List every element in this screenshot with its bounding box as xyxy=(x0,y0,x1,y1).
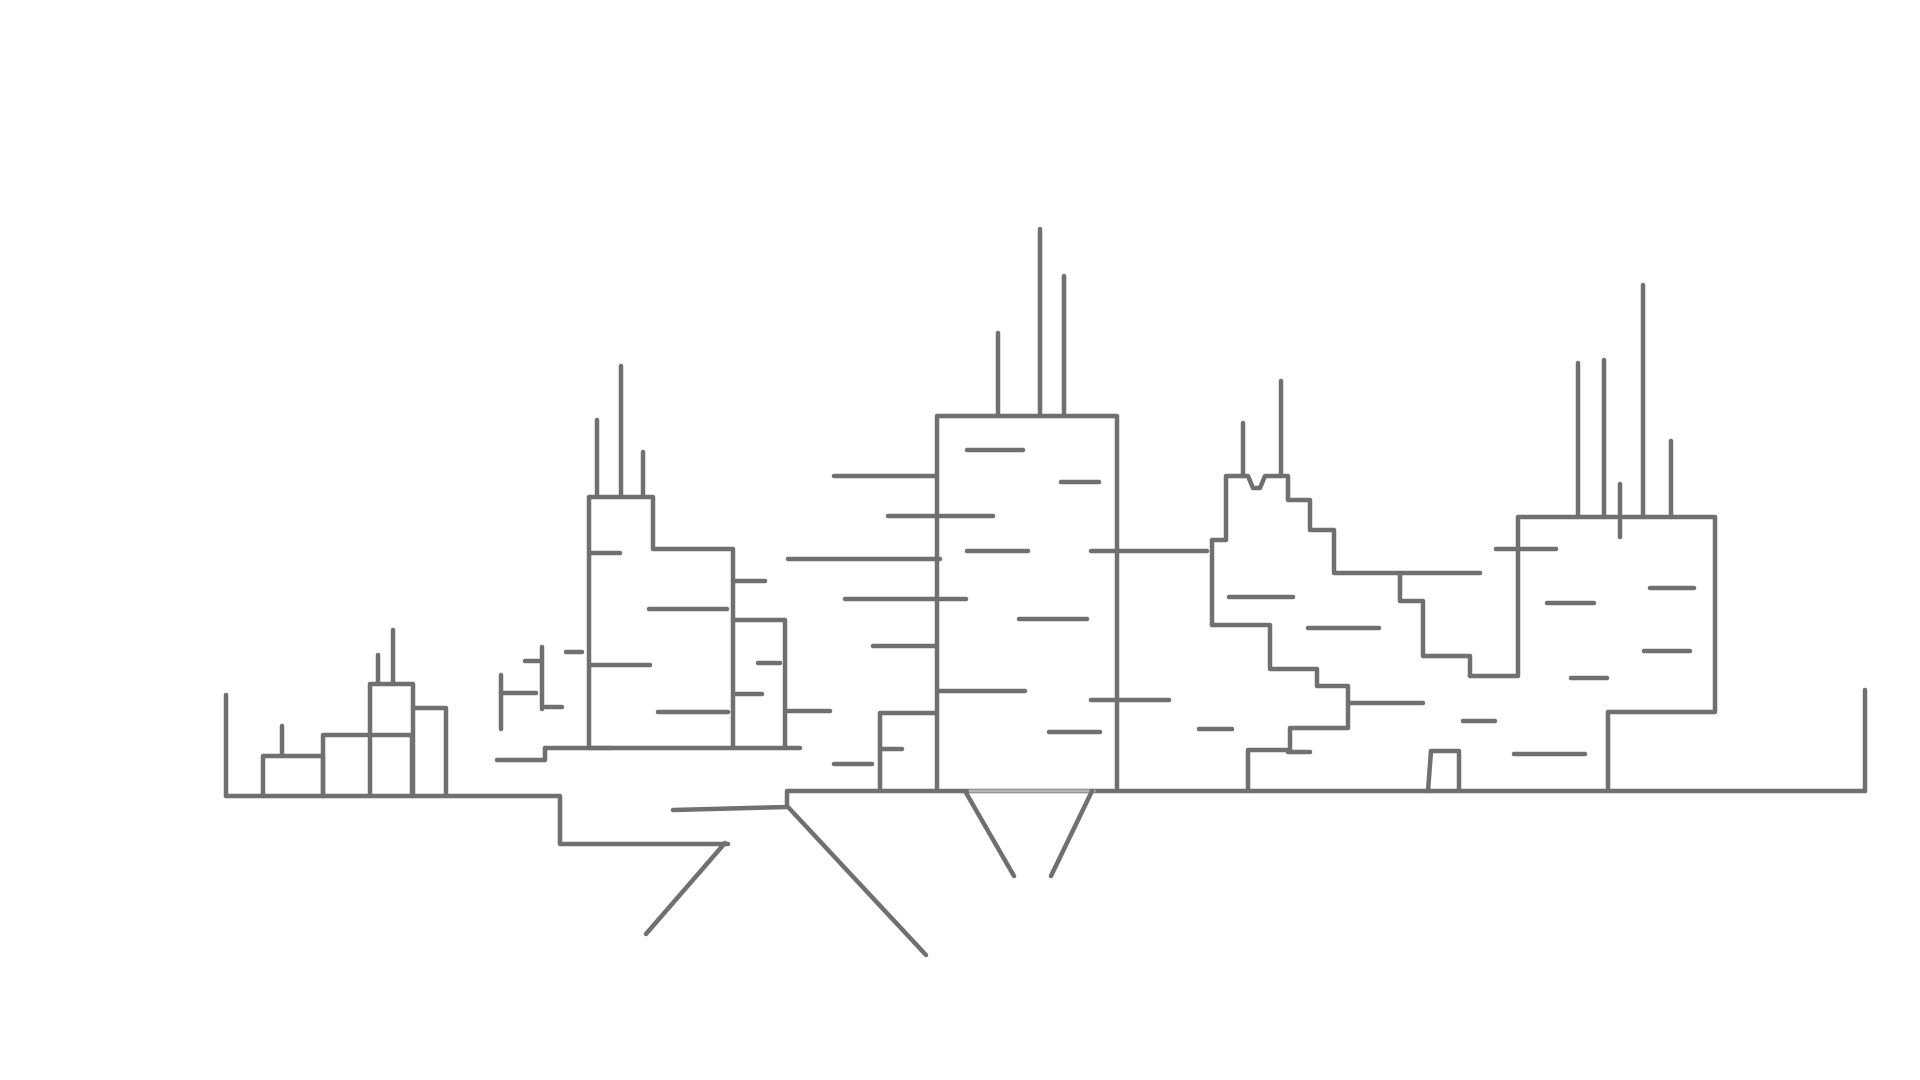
left-accent-strokes xyxy=(498,644,585,732)
building-left-tower xyxy=(494,363,833,763)
building-right-tower xyxy=(1467,282,1718,791)
building-middle-low xyxy=(670,710,938,813)
building-central-tower xyxy=(785,226,1210,791)
lower-diagonal-strokes xyxy=(643,788,1095,958)
building-right-stepped xyxy=(1196,378,1498,794)
building-left-small xyxy=(260,627,449,799)
